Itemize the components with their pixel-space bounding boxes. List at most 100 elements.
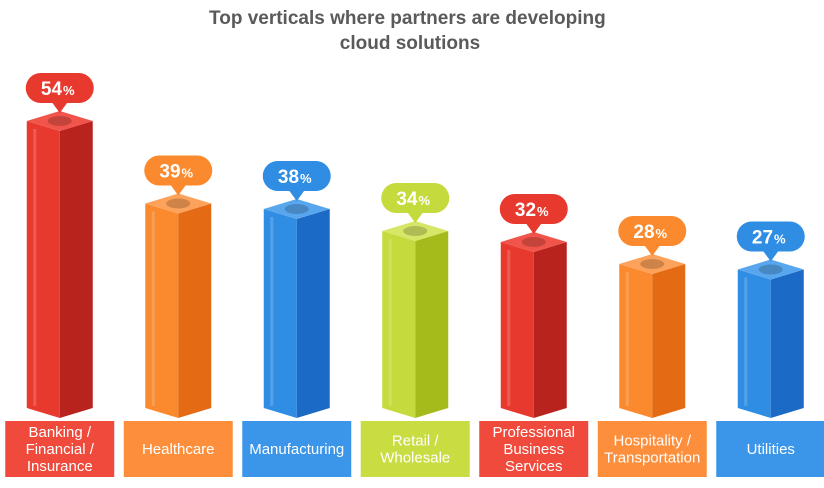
category-label: Professional Business Services — [492, 424, 575, 475]
category-label-box — [123, 421, 233, 477]
value-unit: % — [656, 226, 668, 241]
value-label: 28% — [633, 222, 667, 243]
bar-front-face — [500, 242, 534, 418]
value-bubble — [381, 183, 450, 213]
bar-top-face — [619, 254, 686, 274]
value-bubble-pointer — [170, 184, 187, 196]
bubble-shadow — [166, 198, 191, 209]
chart-title-line: cloud solutions — [340, 33, 480, 54]
bar-front-face — [619, 264, 653, 418]
value-number: 38 — [278, 167, 299, 188]
value-number: 39 — [159, 162, 180, 183]
value-bubble — [499, 194, 568, 224]
value-label: 38% — [278, 167, 312, 188]
category-label: Healthcare — [142, 441, 215, 458]
value-unit: % — [419, 193, 431, 208]
bar-top-face — [145, 193, 212, 214]
category-label-line: Utilities — [747, 441, 795, 458]
category-label-line: Healthcare — [142, 441, 215, 458]
chart-title: Top verticals where partners are develop… — [209, 8, 611, 54]
bar-front-face — [145, 203, 179, 418]
bubble-shadow — [758, 264, 783, 275]
bar: 39% Healthcare — [123, 155, 233, 477]
value-number: 28 — [633, 222, 654, 243]
bubble-shadow — [47, 116, 72, 126]
value-number: 32 — [515, 200, 536, 221]
bubble-shadow — [640, 259, 665, 269]
category-label-line: Business — [503, 441, 564, 458]
value-bubble-pointer — [288, 190, 305, 201]
bar-side-face — [59, 121, 93, 418]
value-label: 54% — [41, 79, 75, 100]
category-label-line: Retail / — [392, 433, 440, 450]
category-label-line: Professional — [492, 424, 575, 441]
bar-side-face — [533, 242, 567, 418]
bars-group: 54% Banking / Financial / Insurance 39% Healt… — [5, 73, 824, 477]
category-label-box — [242, 421, 352, 477]
bar-side-face — [178, 203, 212, 418]
bar-front-face — [737, 269, 771, 418]
bar: 32% Professional Business Services — [479, 194, 589, 477]
value-unit: % — [537, 204, 549, 219]
bar-front-face — [26, 121, 60, 418]
bar-front-face — [263, 209, 297, 418]
category-label-line: Hospitality / — [613, 433, 691, 450]
category-label: Manufacturing — [249, 441, 344, 458]
category-label-line: Insurance — [27, 458, 93, 475]
value-bubble-pointer — [525, 223, 542, 234]
value-bubble — [144, 155, 213, 186]
value-number: 54 — [41, 79, 63, 100]
value-label: 27% — [752, 228, 786, 249]
bar: 38% Manufacturing — [242, 161, 352, 477]
bar: 28% Hospitality / Transportation — [597, 216, 707, 477]
value-label: 32% — [515, 200, 549, 221]
bar-top-face — [500, 232, 567, 252]
bar-front-face — [382, 231, 416, 418]
category-label-line: Financial / — [26, 441, 95, 458]
bar-top-face — [737, 259, 804, 280]
category-label-box — [479, 421, 589, 477]
value-bubble-pointer — [762, 250, 779, 262]
category-label-line: Banking / — [28, 424, 91, 441]
value-unit: % — [300, 171, 312, 186]
category-label-line: Transportation — [604, 450, 700, 467]
value-number: 27 — [752, 228, 773, 249]
value-unit: % — [774, 232, 786, 247]
value-bubble — [25, 73, 94, 103]
value-label: 34% — [396, 189, 430, 210]
bar: 34% Retail / Wholesale — [360, 183, 470, 477]
category-label-box — [5, 421, 115, 477]
bar-top-face — [382, 221, 449, 241]
category-label: Retail / Wholesale — [380, 433, 450, 467]
value-unit: % — [63, 83, 75, 98]
value-number: 34 — [396, 189, 418, 210]
bar-side-face — [652, 264, 686, 418]
value-bubble — [736, 221, 805, 252]
category-label-line: Manufacturing — [249, 441, 344, 458]
bar: 27% Utilities — [716, 221, 824, 477]
category-label-line: Services — [505, 458, 563, 475]
value-bubble — [262, 161, 331, 191]
value-unit: % — [182, 166, 194, 181]
bubble-shadow — [403, 226, 428, 236]
value-bubble — [618, 216, 687, 246]
category-label-box — [716, 421, 824, 477]
bar: 54% Banking / Financial / Insurance — [5, 73, 115, 477]
value-bubble-pointer — [644, 245, 661, 256]
category-label: Banking / Financial / Insurance — [26, 424, 95, 475]
value-bubble-pointer — [51, 102, 68, 113]
bubble-shadow — [284, 204, 309, 214]
category-label: Hospitality / Transportation — [604, 433, 700, 467]
bar-side-face — [770, 269, 804, 418]
bar-side-face — [415, 231, 449, 418]
value-bubble-pointer — [407, 212, 424, 223]
category-label-line: Wholesale — [380, 450, 450, 467]
category-label: Utilities — [747, 441, 795, 458]
category-label-box — [597, 421, 707, 477]
bar-top-face — [263, 199, 330, 219]
value-label: 39% — [159, 162, 193, 183]
bar-top-face — [26, 111, 93, 131]
category-label-box — [360, 421, 470, 477]
bar-side-face — [296, 209, 330, 418]
